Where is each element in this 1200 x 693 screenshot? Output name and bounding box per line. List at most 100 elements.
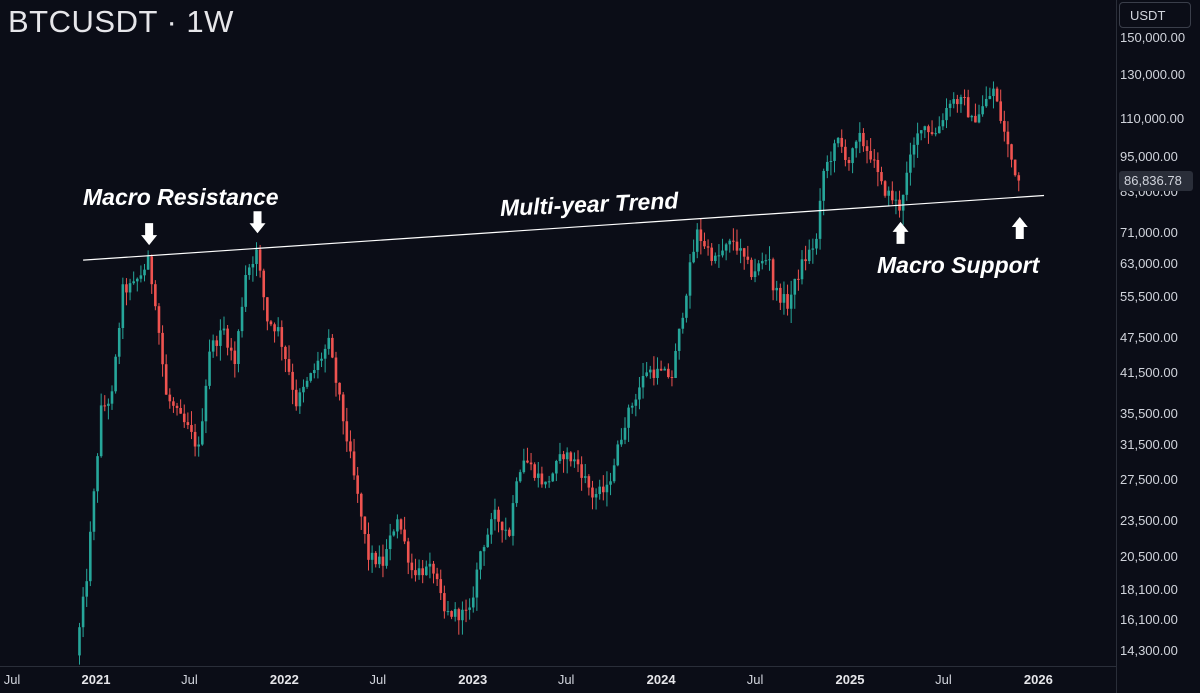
candle-body <box>930 132 934 135</box>
candle-body <box>435 573 439 580</box>
candle-body <box>334 357 338 383</box>
symbol-title[interactable]: BTCUSDT · 1W <box>8 4 234 39</box>
time-tick-label: 2024 <box>646 672 676 687</box>
candle-body <box>381 556 385 566</box>
candle-body <box>681 317 685 329</box>
candle-body <box>952 99 956 104</box>
candle-body <box>150 256 154 285</box>
price-tick-label: 95,000.00 <box>1120 149 1178 165</box>
candle-body <box>602 486 605 493</box>
candle-body <box>258 249 262 271</box>
candle-body <box>497 509 500 522</box>
candle-body <box>309 373 312 381</box>
candle-body <box>558 454 562 461</box>
candle-body <box>215 340 219 346</box>
candle-body <box>872 159 876 161</box>
candle-body <box>829 160 833 162</box>
currency-button[interactable]: USDT <box>1119 2 1191 28</box>
support-arrow-up-icon <box>1011 216 1028 239</box>
candle-body <box>667 368 670 378</box>
time-tick-label: Jul <box>181 672 198 687</box>
candle-body <box>797 278 800 280</box>
candle-body <box>771 259 775 291</box>
candle-body <box>168 394 172 402</box>
candle-body <box>110 391 114 404</box>
candle-body <box>811 248 815 250</box>
candle-body <box>327 337 331 349</box>
candle-body <box>612 465 616 482</box>
candle-body <box>251 263 255 268</box>
price-tick-label: 18,100.00 <box>1120 581 1178 597</box>
candle-body <box>988 96 992 99</box>
candle-body <box>732 240 735 242</box>
candle-body <box>674 350 677 378</box>
candle-body <box>533 464 536 478</box>
candle-body <box>844 146 847 160</box>
candle-body <box>182 413 186 423</box>
candle-body <box>623 427 627 440</box>
candle-body <box>786 294 789 309</box>
time-tick-label: Jul <box>369 672 387 687</box>
candle-body <box>948 103 952 108</box>
candle-body <box>240 306 244 332</box>
candle-body <box>107 403 110 406</box>
candle-body <box>887 190 891 196</box>
price-tick-label: 20,500.00 <box>1120 549 1178 565</box>
candle-body <box>284 346 287 360</box>
candle-body <box>685 295 688 318</box>
candle-body <box>511 503 515 536</box>
candle-body <box>461 609 464 621</box>
candle-body <box>919 130 923 134</box>
candle-body <box>620 439 623 445</box>
candle-body <box>85 581 89 597</box>
candle-body <box>677 328 681 351</box>
candle-body <box>96 456 99 492</box>
time-tick-label: Jul <box>3 672 21 687</box>
candle-body <box>1006 131 1010 145</box>
candle-body <box>479 551 482 570</box>
candle-body <box>1017 175 1021 181</box>
annotation-arrows <box>141 211 1028 246</box>
candle-body <box>276 327 280 332</box>
price-tick-label: 47,500.00 <box>1120 329 1178 345</box>
candle-body <box>793 278 797 295</box>
candle-body <box>403 529 406 542</box>
price-tick-label: 55,500.00 <box>1120 289 1178 305</box>
candle-body <box>876 159 880 173</box>
candle-body <box>1010 144 1013 160</box>
candle-body <box>807 249 811 262</box>
candle-body <box>446 611 450 613</box>
candle-body <box>143 269 146 276</box>
candle-body <box>457 609 461 621</box>
candle-body <box>721 250 724 256</box>
candle-body <box>331 337 334 358</box>
candle-body <box>114 356 117 392</box>
candle-body <box>544 481 547 485</box>
candle-body <box>937 126 941 134</box>
candle-body <box>825 161 829 171</box>
candle-body <box>695 229 699 252</box>
candle-body <box>630 405 634 408</box>
candle-body <box>103 405 107 407</box>
candle-body <box>891 190 894 201</box>
candle-body <box>385 549 388 566</box>
candle-body <box>862 132 865 147</box>
candle-body <box>157 306 161 333</box>
candle-body <box>117 327 121 357</box>
candle-body <box>656 368 659 378</box>
candle-body <box>659 368 663 371</box>
candle-body <box>670 377 674 379</box>
candle-body <box>486 534 490 548</box>
candle-body <box>341 394 345 422</box>
candle-body <box>424 566 428 576</box>
time-tick-label: 2021 <box>81 672 111 687</box>
candle-body <box>417 568 421 576</box>
candle-body <box>746 256 750 260</box>
candle-body <box>714 255 717 261</box>
candle-body <box>735 241 739 251</box>
candle-body <box>652 369 656 378</box>
candle-body <box>132 281 135 284</box>
candle-body <box>493 509 497 520</box>
candle-body <box>247 267 251 276</box>
